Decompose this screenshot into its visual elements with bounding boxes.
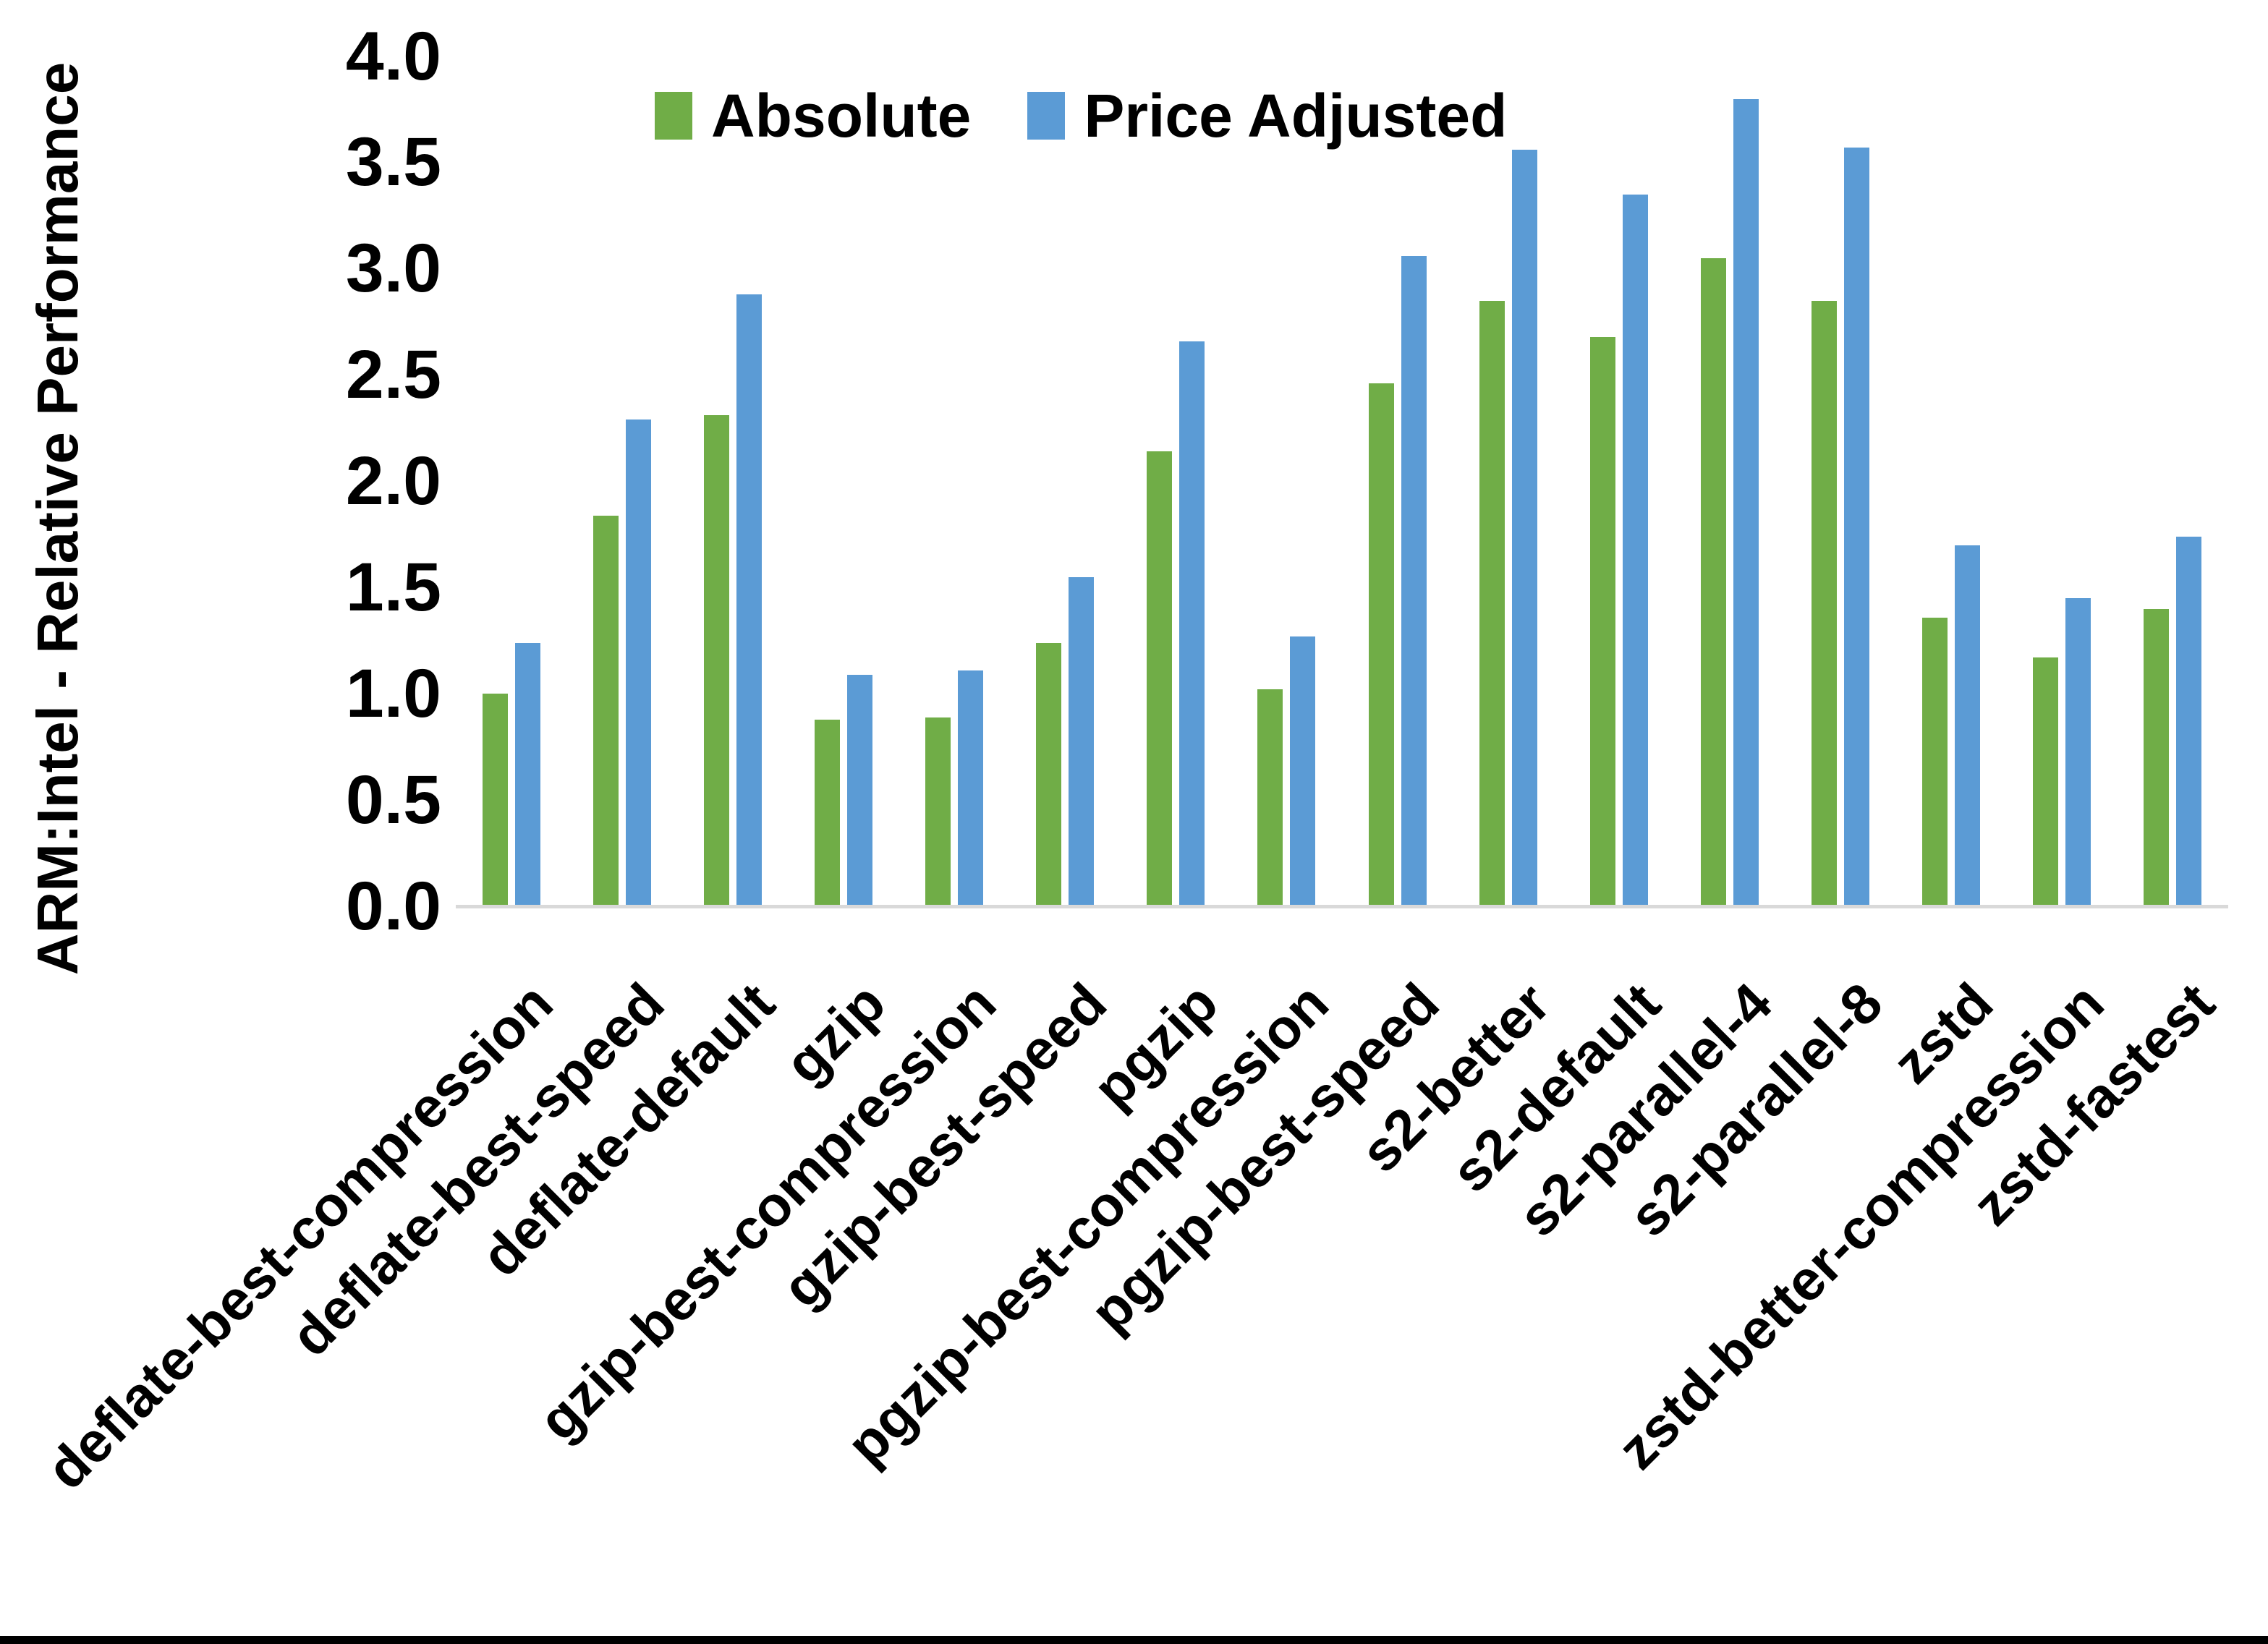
bar-price-adjusted-zstd-fastest <box>2176 536 2202 906</box>
bar-price-adjusted-pgzip-best-speed <box>1401 256 1427 906</box>
bar-price-adjusted-zstd <box>1955 545 1981 906</box>
y-tick-label-0.5: 0.5 <box>345 761 441 838</box>
x-axis-line <box>456 905 2228 908</box>
legend: Absolute Price Adjusted <box>655 85 1507 146</box>
y-tick-label-0.0: 0.0 <box>345 867 441 945</box>
y-tick-label-4.0: 4.0 <box>345 17 441 95</box>
legend-item-absolute: Absolute <box>655 85 971 146</box>
y-tick-label-2.5: 2.5 <box>345 336 441 414</box>
bar-price-adjusted-pgzip <box>1179 341 1205 906</box>
bar-absolute-zstd-better-compression <box>2033 657 2059 906</box>
y-tick-label-1.0: 1.0 <box>345 655 441 732</box>
bar-price-adjusted-deflate-default <box>736 294 762 906</box>
bar-price-adjusted-gzip-best-compression <box>958 670 984 906</box>
bar-price-adjusted-zstd-better-compression <box>2065 598 2091 906</box>
bar-absolute-deflate-best-speed <box>593 515 619 906</box>
bar-absolute-s2-default <box>1589 336 1615 906</box>
legend-swatch-price-adjusted-icon <box>1027 92 1066 140</box>
y-tick-label-2.0: 2.0 <box>345 443 441 519</box>
legend-label-absolute: Absolute <box>711 82 972 150</box>
bar-price-adjusted-pgzip-best-compression <box>1290 636 1316 906</box>
bar-absolute-s2-parallel-8 <box>1812 300 1838 906</box>
bar-absolute-gzip-best-speed <box>1036 642 1062 906</box>
bar-absolute-pgzip-best-compression <box>1257 689 1283 906</box>
bar-price-adjusted-deflate-best-speed <box>625 419 651 906</box>
y-axis-title: ARM:Intel - Relative Performance <box>25 61 90 976</box>
y-tick-label-3.5: 3.5 <box>345 124 441 201</box>
legend-item-price-adjusted: Price Adjusted <box>1027 85 1507 146</box>
y-tick-label-1.5: 1.5 <box>345 548 441 626</box>
bottom-border <box>0 1636 2268 1644</box>
bar-absolute-zstd <box>1922 617 1948 906</box>
bar-price-adjusted-gzip <box>846 674 872 906</box>
legend-swatch-absolute-icon <box>655 92 692 140</box>
bar-price-adjusted-s2-default <box>1622 194 1648 906</box>
bar-price-adjusted-s2-parallel-4 <box>1733 98 1759 906</box>
bar-price-adjusted-deflate-best-compression <box>514 642 540 906</box>
bar-price-adjusted-s2-parallel-8 <box>1844 148 1870 906</box>
bar-absolute-s2-parallel-4 <box>1700 258 1726 906</box>
y-tick-label-3.0: 3.0 <box>345 230 441 307</box>
bar-absolute-deflate-default <box>703 415 729 906</box>
bar-absolute-pgzip <box>1147 451 1173 906</box>
bar-absolute-gzip <box>814 719 840 906</box>
bar-absolute-deflate-best-compression <box>482 694 508 906</box>
bar-absolute-s2-better <box>1479 300 1505 906</box>
bar-price-adjusted-gzip-best-speed <box>1069 576 1095 906</box>
bar-price-adjusted-s2-better <box>1511 150 1537 906</box>
legend-label-price-adjusted: Price Adjusted <box>1084 82 1508 150</box>
bar-absolute-pgzip-best-speed <box>1368 383 1394 906</box>
bar-absolute-gzip-best-compression <box>925 717 951 906</box>
bar-absolute-zstd-fastest <box>2144 608 2170 906</box>
